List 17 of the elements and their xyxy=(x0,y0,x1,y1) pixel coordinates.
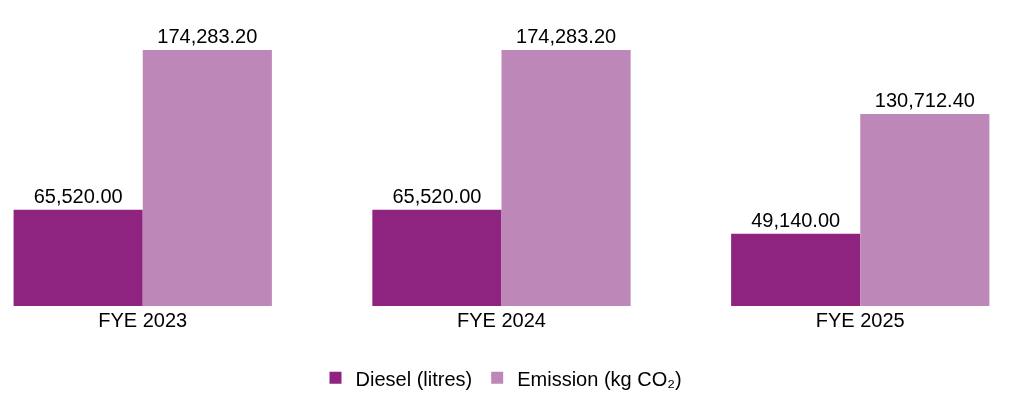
bar xyxy=(13,209,143,306)
bar xyxy=(372,209,502,306)
data-label: 130,712.40 xyxy=(874,89,975,112)
bar xyxy=(501,50,631,306)
data-label: 174,283.20 xyxy=(157,25,258,48)
x-tick-label: FYE 2023 xyxy=(98,309,188,331)
data-label: 65,520.00 xyxy=(33,184,123,207)
legend-label: Diesel (litres) xyxy=(355,367,473,390)
data-label: 174,283.20 xyxy=(516,25,617,48)
data-label: 65,520.00 xyxy=(392,184,482,207)
bar xyxy=(142,50,272,306)
bar xyxy=(731,233,861,306)
x-tick-label: FYE 2024 xyxy=(457,309,546,331)
data-label: 49,140.00 xyxy=(751,208,841,231)
legend-label: Emission (kg CO₂) xyxy=(517,367,682,390)
bar xyxy=(860,114,990,306)
x-tick-label: FYE 2025 xyxy=(815,309,905,331)
